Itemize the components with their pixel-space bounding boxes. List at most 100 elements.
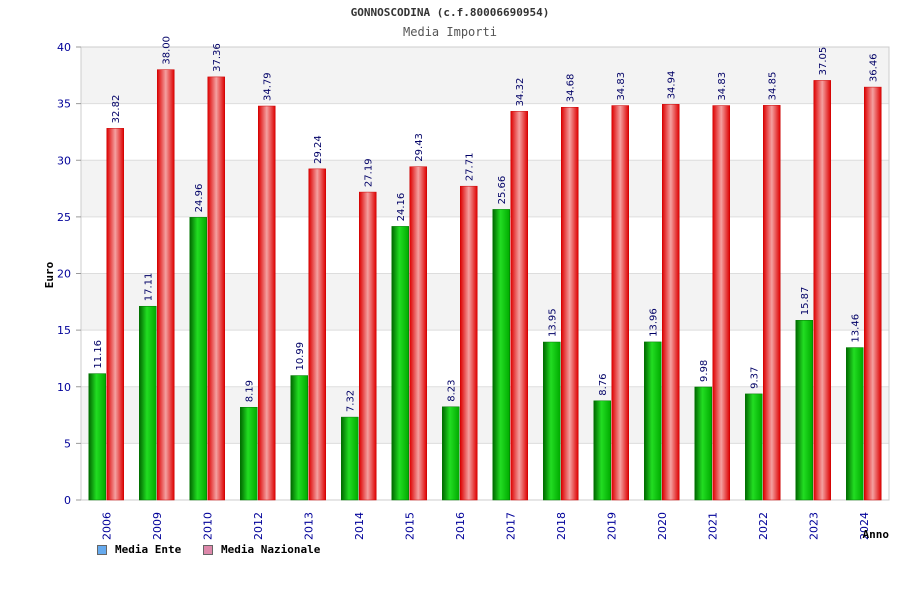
bar-media-nazionale: [864, 86, 882, 501]
y-tick-label: 5: [64, 437, 71, 450]
data-label: 15.87: [800, 287, 811, 316]
y-tick-label: 15: [57, 324, 71, 337]
bar-media-ente: [694, 386, 712, 501]
bar-media-nazionale: [662, 104, 680, 501]
data-label: 34.79: [263, 72, 274, 101]
y-tick-label: 10: [57, 381, 71, 394]
x-tick-label: 2019: [605, 512, 618, 540]
data-label: 34.85: [768, 72, 779, 101]
data-label: 10.99: [295, 342, 306, 371]
x-tick-label: 2016: [454, 512, 467, 540]
data-label: 11.16: [93, 340, 104, 369]
bar-media-ente: [341, 416, 359, 501]
legend-swatch-media-nazionale: [203, 544, 213, 555]
bar-media-nazionale: [763, 105, 781, 501]
chart-title: GONNOSCODINA (c.f.80006690954): [350, 6, 550, 19]
x-tick-label: 2020: [656, 512, 669, 540]
data-label: 13.46: [851, 314, 862, 343]
bar-media-ente: [492, 209, 510, 501]
data-label: 8.19: [245, 380, 256, 402]
data-label: 9.37: [750, 367, 761, 389]
y-tick-label: 20: [57, 268, 71, 281]
bar-media-ente: [442, 406, 460, 501]
x-tick-label: 2015: [403, 512, 416, 540]
y-tick-label: 30: [57, 154, 71, 167]
y-tick-label: 35: [57, 98, 71, 111]
x-tick-label: 2012: [252, 512, 265, 540]
x-tick-label: 2022: [757, 512, 770, 540]
data-label: 37.05: [818, 47, 829, 76]
data-label: 29.24: [313, 135, 324, 164]
x-tick-label: 2010: [201, 512, 214, 540]
x-tick-label: 2009: [151, 512, 164, 540]
y-axis: 0 5 10 15 20 25 30 35 40: [57, 41, 81, 507]
y-tick-label: 40: [57, 41, 71, 54]
bar-media-ente: [139, 305, 157, 501]
bar-media-ente: [88, 373, 106, 501]
bar-media-nazionale: [308, 168, 326, 501]
bar-media-nazionale: [510, 111, 528, 501]
bar-media-ente: [189, 217, 207, 501]
bar-media-nazionale: [409, 166, 427, 501]
data-label: 7.32: [346, 390, 357, 412]
data-label: 32.82: [111, 95, 122, 124]
x-tick-label: 2014: [353, 512, 366, 540]
data-label: 8.23: [447, 380, 458, 402]
bar-media-ente: [240, 406, 258, 501]
legend-item-media-nazionale: Media Nazionale: [203, 543, 320, 556]
x-tick-label: 2021: [706, 512, 719, 540]
x-tick-label: 2018: [555, 512, 568, 540]
data-label: 27.19: [364, 158, 375, 187]
data-label: 9.98: [699, 360, 710, 382]
chart-subtitle: Media Importi: [403, 25, 497, 39]
bar-media-nazionale: [359, 191, 377, 501]
y-tick-label: 0: [64, 494, 71, 507]
bar-media-ente: [745, 393, 763, 501]
bar-media-ente: [391, 226, 409, 501]
bar-media-nazionale: [207, 76, 225, 501]
bar-media-nazionale: [460, 185, 478, 501]
bar-media-ente: [593, 400, 611, 501]
data-label: 37.36: [212, 43, 223, 72]
bar-media-ente: [290, 375, 308, 501]
data-label: 13.96: [649, 308, 660, 337]
x-tick-label: 2013: [302, 512, 315, 540]
legend-item-media-ente: Media Ente: [97, 543, 181, 556]
x-tick-label: 2017: [504, 512, 517, 540]
bar-media-ente: [846, 347, 864, 501]
x-tick-label: 2023: [807, 512, 820, 540]
x-axis: 2006 2009 2010 2012 2013 2014 2015 2016 2017 2018…: [100, 512, 871, 540]
x-tick-label: 2006: [100, 512, 113, 540]
data-label: 24.16: [396, 193, 407, 222]
data-label: 24.96: [194, 184, 205, 213]
bar-media-nazionale: [106, 128, 124, 501]
bar-media-nazionale: [712, 105, 730, 501]
bar-media-ente: [644, 341, 662, 501]
data-label: 8.76: [598, 374, 609, 396]
bar-media-nazionale: [561, 106, 579, 501]
data-label: 34.83: [616, 72, 627, 101]
data-label: 38.00: [162, 36, 173, 65]
y-tick-label: 25: [57, 211, 71, 224]
legend-swatch-media-ente: [97, 544, 107, 555]
data-label: 36.46: [869, 53, 880, 82]
data-label: 34.68: [566, 74, 577, 103]
data-label: 17.11: [144, 273, 155, 302]
data-label: 27.71: [465, 153, 476, 182]
bar-media-nazionale: [258, 105, 276, 501]
bar-media-nazionale: [611, 105, 629, 501]
data-label: 34.32: [515, 78, 526, 107]
bars: 11.16 32.82 17.11 38.00 24.96 37.36 8.19 34.79 1…: [88, 36, 882, 501]
data-label: 29.43: [414, 133, 425, 162]
bar-media-ente: [795, 320, 813, 501]
data-label: 34.83: [717, 72, 728, 101]
x-tick-label: 2024: [858, 512, 871, 540]
data-label: 34.94: [667, 71, 678, 100]
data-label: 13.95: [548, 308, 559, 337]
x-axis-label: Anno: [863, 528, 890, 541]
bar-media-nazionale: [813, 80, 831, 501]
legend-label-media-nazionale: Media Nazionale: [221, 543, 321, 556]
legend-label-media-ente: Media Ente: [115, 543, 182, 556]
bar-media-ente: [543, 341, 561, 501]
